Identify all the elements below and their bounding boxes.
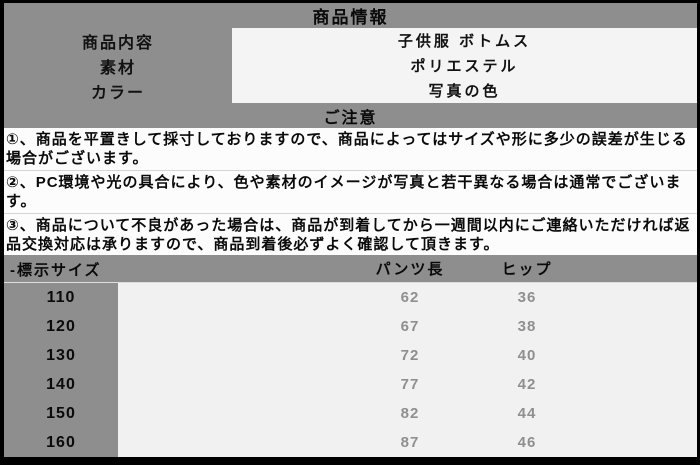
product-info-panel: 商品情報 商品内容 素材 カラー 子供服 ボトムス ポリエステル 写真の色 ご注… — [4, 3, 697, 457]
hip-value: 44 — [517, 405, 537, 422]
size-value: 110 — [46, 288, 76, 306]
info-label-contents: 商品内容 — [81, 34, 154, 52]
size-value: 160 — [46, 433, 76, 451]
hip-value: 38 — [517, 318, 537, 335]
table-row: 140 77 42 — [4, 370, 697, 399]
size-value: 130 — [46, 346, 76, 364]
page-title: 商品情報 — [312, 8, 389, 27]
size-column-header: -標示サイズ — [10, 261, 102, 279]
pants-length-value: 67 — [400, 318, 420, 335]
pants-length-value: 87 — [400, 434, 420, 451]
table-row: 130 72 40 — [4, 341, 697, 370]
hip-value: 46 — [517, 434, 537, 451]
info-values-box: 子供服 ボトムス ポリエステル 写真の色 — [232, 28, 697, 103]
table-row: 160 87 46 — [4, 428, 697, 457]
size-value: 150 — [46, 404, 76, 422]
hip-value: 36 — [517, 289, 537, 306]
hip-column-header: ヒップ — [501, 261, 553, 278]
notice-title: ご注意 — [323, 109, 378, 127]
hip-value: 40 — [517, 347, 537, 364]
size-table-header: -標示サイズ パンツ長 ヒップ — [4, 255, 697, 283]
pants-length-column-header: パンツ長 — [375, 261, 445, 278]
info-label-color: カラー — [90, 84, 145, 102]
size-value: 140 — [46, 375, 76, 393]
pants-length-value: 62 — [400, 289, 420, 306]
size-value: 120 — [46, 317, 76, 335]
hip-value: 42 — [517, 376, 537, 393]
table-row: 120 67 38 — [4, 312, 697, 341]
info-labels-column: 商品内容 素材 カラー — [4, 28, 232, 103]
size-table: -標示サイズ パンツ長 ヒップ 110 62 36 120 67 38 130 … — [4, 255, 697, 457]
info-value-contents: 子供服 ボトムス — [397, 33, 532, 50]
table-row: 110 62 36 — [4, 283, 697, 312]
info-label-material: 素材 — [99, 59, 136, 77]
table-row: 150 82 44 — [4, 399, 697, 428]
pants-length-value: 82 — [400, 405, 420, 422]
notice-section: ①、商品を平置きして採寸しておりますので、商品によってはサイズや形に多少の誤差が… — [4, 128, 697, 255]
pants-length-value: 72 — [400, 347, 420, 364]
info-value-material: ポリエステル — [410, 58, 519, 75]
product-info-section: 商品内容 素材 カラー 子供服 ボトムス ポリエステル 写真の色 — [4, 28, 697, 103]
notice-item-1: ①、商品を平置きして採寸しておりますので、商品によってはサイズや形に多少の誤差が… — [6, 131, 688, 167]
notice-item-3: ③、商品について不良があった場合は、商品が到着してから一週間以内にご連絡いただけ… — [4, 213, 697, 255]
notice-item-2: ②、PC環境や光の具合により、色や素材のイメージが写真と若干異なる場合は通常でご… — [4, 170, 697, 213]
pants-length-value: 77 — [400, 376, 420, 393]
info-value-color: 写真の色 — [428, 83, 501, 100]
